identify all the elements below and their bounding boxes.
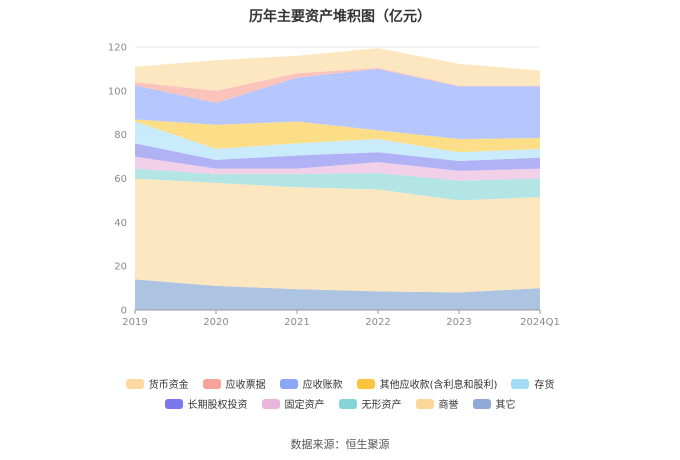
legend-label: 货币资金 xyxy=(148,380,189,391)
y-tick-label: 100 xyxy=(108,86,127,97)
area-series-8 xyxy=(135,67,540,103)
legend-item[interactable]: 长期股权投资 xyxy=(164,396,248,411)
x-tick-label: 2023 xyxy=(446,317,471,328)
legend-swatch xyxy=(202,378,221,389)
legend-row: 长期股权投资 固定资产 无形资产 商誉 其它 xyxy=(0,396,680,411)
area-series-0 xyxy=(135,279,540,310)
legend-swatch xyxy=(356,378,375,389)
area-series-6 xyxy=(135,119,540,153)
area-series-9 xyxy=(135,48,540,91)
y-tick-label: 120 xyxy=(108,43,127,54)
legend-swatch xyxy=(125,378,144,389)
legend-swatch xyxy=(472,398,491,409)
legend-label: 存货 xyxy=(534,380,555,391)
legend: 货币资金 应收票据 应收账款 其他应收款(含利息和股利) 存货长期股权投资 固定资产 无形资… xyxy=(0,376,680,416)
area-series-2 xyxy=(135,168,540,201)
y-tick-label: 20 xyxy=(114,262,127,273)
x-tick-label: 2024Q1 xyxy=(520,317,560,328)
legend-item[interactable]: 存货 xyxy=(511,376,554,391)
legend-item[interactable]: 应收票据 xyxy=(202,376,266,391)
area-series-7 xyxy=(135,68,540,140)
legend-label: 应收账款 xyxy=(302,380,343,391)
y-tick-label: 80 xyxy=(114,130,127,141)
legend-swatch xyxy=(415,398,434,409)
area-series-1 xyxy=(135,178,540,293)
legend-swatch xyxy=(511,378,530,389)
legend-label: 其他应收款(含利息和股利) xyxy=(379,380,498,391)
x-tick-label: 2022 xyxy=(365,317,390,328)
legend-label: 其它 xyxy=(495,400,516,411)
legend-item[interactable]: 其它 xyxy=(472,396,516,411)
legend-item[interactable]: 固定资产 xyxy=(261,396,325,411)
area-series-4 xyxy=(135,143,540,171)
legend-label: 长期股权投资 xyxy=(187,400,248,411)
legend-item[interactable]: 无形资产 xyxy=(338,396,402,411)
legend-swatch xyxy=(338,398,357,409)
axes: 0 20 40 60 80 100 120 2019 2020 2021 2022 2023 2024Q… xyxy=(108,43,560,329)
legend-item[interactable]: 其他应收款(含利息和股利) xyxy=(356,376,498,391)
area-series xyxy=(135,48,540,310)
x-tick-label: 2020 xyxy=(203,317,228,328)
x-tick-label: 2019 xyxy=(122,317,147,328)
x-tick-label: 2021 xyxy=(284,317,309,328)
legend-row: 货币资金 应收票据 应收账款 其他应收款(含利息和股利) 存货 xyxy=(0,376,680,391)
legend-swatch xyxy=(279,378,298,389)
legend-item[interactable]: 货币资金 xyxy=(125,376,189,391)
legend-swatch xyxy=(261,398,280,409)
legend-swatch xyxy=(164,398,183,409)
data-source-note: 数据来源：恒生聚源 xyxy=(290,438,390,451)
legend-item[interactable]: 商誉 xyxy=(415,396,459,411)
legend-label: 商誉 xyxy=(438,400,459,411)
chart-title: 历年主要资产堆积图（亿元） xyxy=(249,9,431,25)
legend-label: 固定资产 xyxy=(284,400,325,411)
y-tick-label: 0 xyxy=(121,306,127,317)
y-tick-label: 60 xyxy=(114,174,127,185)
area-series-3 xyxy=(135,156,540,181)
legend-label: 应收票据 xyxy=(225,380,266,391)
y-tick-label: 40 xyxy=(114,218,127,229)
legend-label: 无形资产 xyxy=(361,400,402,411)
legend-item[interactable]: 应收账款 xyxy=(279,376,343,391)
